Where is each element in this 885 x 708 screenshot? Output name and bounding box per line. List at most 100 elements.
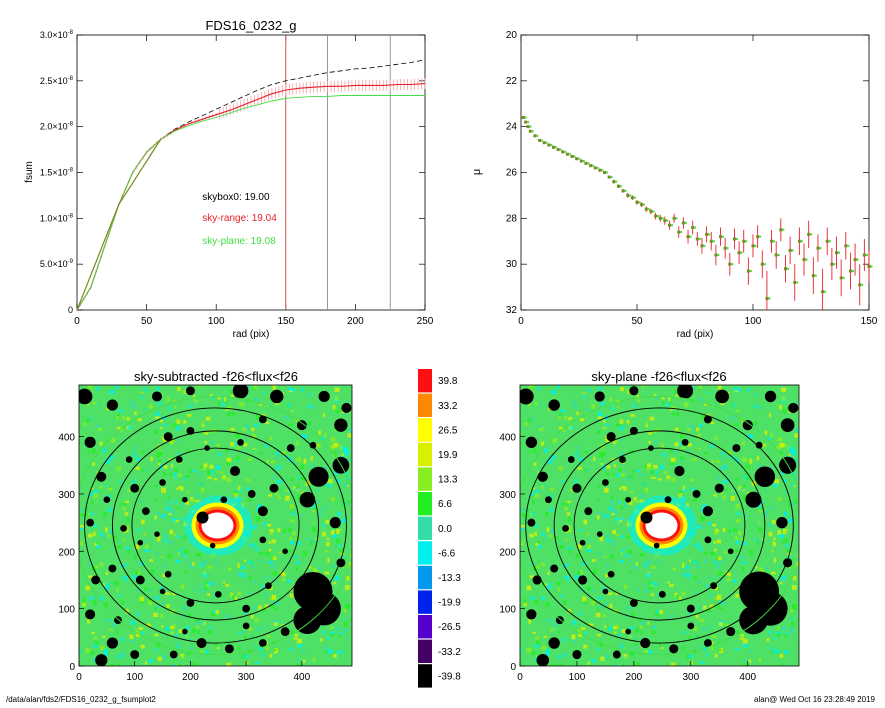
noise-pixel: [599, 606, 604, 609]
noise-pixel: [791, 471, 795, 476]
noise-pixel: [735, 540, 739, 545]
noise-pixel: [105, 582, 110, 585]
profile-point: [626, 193, 630, 197]
noise-pixel: [760, 507, 764, 510]
masked-object: [745, 491, 762, 508]
profile-point: [700, 244, 704, 248]
noise-pixel: [606, 563, 609, 568]
noise-pixel: [123, 653, 127, 658]
noise-pixel: [682, 488, 687, 493]
noise-pixel: [599, 536, 604, 542]
profile-point: [839, 276, 843, 280]
noise-pixel: [597, 416, 603, 419]
masked-object: [185, 386, 195, 396]
noise-pixel: [703, 552, 709, 555]
noise-pixel: [534, 600, 539, 605]
colorbar-label: -6.6: [438, 548, 456, 559]
noise-pixel: [699, 546, 703, 552]
noise-pixel: [755, 565, 758, 569]
noise-pixel: [186, 491, 190, 494]
noise-pixel: [608, 592, 613, 595]
noise-pixel: [290, 459, 294, 464]
noise-pixel: [200, 465, 204, 469]
masked-object: [258, 415, 267, 424]
noise-pixel: [271, 539, 276, 544]
noise-pixel: [97, 402, 100, 407]
masked-object: [594, 391, 605, 402]
noise-pixel: [146, 538, 150, 542]
noise-pixel: [210, 582, 216, 587]
noise-pixel: [786, 631, 790, 636]
noise-pixel: [625, 546, 628, 550]
noise-pixel: [163, 464, 168, 469]
noise-pixel: [329, 631, 335, 635]
noise-pixel: [534, 531, 538, 536]
noise-pixel: [526, 585, 532, 591]
noise-pixel: [761, 538, 764, 541]
noise-pixel: [79, 524, 85, 529]
profile-point-green: [847, 244, 850, 247]
masked-object: [726, 627, 736, 637]
noise-pixel: [146, 388, 149, 393]
masked-object: [640, 637, 651, 649]
profile-point-green: [536, 134, 539, 137]
noise-pixel: [605, 439, 611, 442]
noise-pixel: [312, 521, 315, 524]
growth-curve-ylabel: fsum: [24, 161, 35, 183]
noise-pixel: [194, 406, 197, 411]
noise-pixel: [635, 562, 639, 566]
noise-pixel: [716, 539, 722, 544]
noise-pixel: [756, 456, 760, 461]
noise-pixel: [235, 433, 241, 438]
noise-pixel: [785, 491, 789, 494]
noise-pixel: [231, 412, 235, 416]
noise-pixel: [635, 400, 638, 405]
noise-pixel: [698, 397, 704, 403]
noise-pixel: [619, 419, 624, 424]
noise-pixel: [255, 661, 260, 664]
noise-pixel: [322, 412, 325, 418]
noise-pixel: [616, 624, 619, 630]
noise-pixel: [133, 553, 137, 559]
noise-pixel: [584, 387, 588, 391]
noise-pixel: [651, 565, 656, 569]
noise-pixel: [598, 552, 602, 555]
noise-pixel: [789, 628, 795, 633]
noise-pixel: [587, 548, 593, 553]
masked-object: [282, 548, 288, 555]
noise-pixel: [733, 423, 739, 427]
noise-pixel: [245, 400, 250, 403]
noise-pixel: [685, 572, 690, 578]
noise-pixel: [234, 490, 238, 496]
noise-pixel: [116, 466, 122, 471]
noise-pixel: [758, 540, 764, 543]
noise-pixel: [521, 509, 527, 512]
noise-pixel: [568, 517, 572, 523]
photometry-aperture: [131, 447, 300, 604]
noise-pixel: [345, 585, 350, 590]
noise-pixel: [177, 645, 181, 649]
noise-pixel: [199, 583, 203, 586]
noise-pixel: [336, 479, 341, 483]
noise-pixel: [238, 631, 242, 634]
noise-pixel: [650, 470, 654, 475]
masked-object: [151, 391, 163, 402]
noise-pixel: [157, 386, 160, 390]
noise-pixel: [282, 415, 287, 419]
profile-point-green: [796, 281, 799, 284]
noise-pixel: [96, 544, 100, 549]
noise-pixel: [694, 590, 698, 594]
noise-pixel: [615, 423, 621, 427]
noise-pixel: [93, 489, 99, 493]
noise-pixel: [565, 502, 569, 507]
noise-pixel: [176, 519, 179, 522]
noise-pixel: [758, 657, 762, 662]
masked-object: [658, 590, 666, 598]
masked-object: [259, 536, 267, 544]
noise-pixel: [207, 565, 212, 569]
noise-pixel: [586, 586, 591, 591]
profile-point: [579, 159, 583, 163]
colorbar-label: -33.2: [438, 647, 461, 658]
noise-pixel: [195, 617, 200, 622]
